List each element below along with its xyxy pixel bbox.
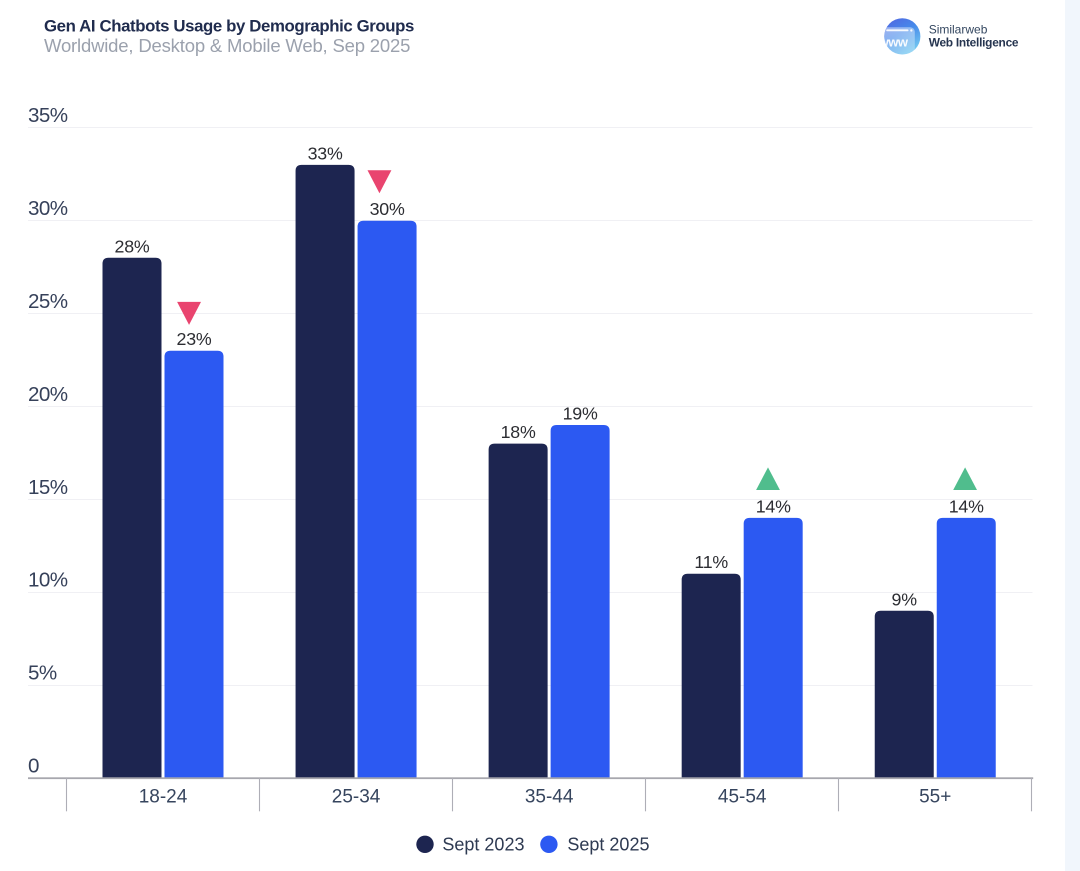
svg-text:18%: 18% xyxy=(501,422,536,442)
svg-text:Web Intelligence: Web Intelligence xyxy=(929,36,1019,50)
svg-text:25%: 25% xyxy=(28,290,68,313)
svg-text:0: 0 xyxy=(28,754,39,777)
svg-text:www: www xyxy=(878,35,909,50)
svg-text:Similarweb: Similarweb xyxy=(929,23,988,37)
svg-text:45-54: 45-54 xyxy=(718,787,767,808)
svg-text:28%: 28% xyxy=(115,236,150,256)
svg-text:Sept 2025: Sept 2025 xyxy=(567,835,649,855)
svg-text:30%: 30% xyxy=(370,199,405,219)
svg-text:14%: 14% xyxy=(949,496,984,516)
svg-text:25-34: 25-34 xyxy=(332,787,381,808)
svg-text:33%: 33% xyxy=(308,143,343,163)
svg-text:55+: 55+ xyxy=(919,787,951,808)
svg-text:35-44: 35-44 xyxy=(525,787,574,808)
svg-text:15%: 15% xyxy=(28,476,68,499)
svg-text:5%: 5% xyxy=(28,662,57,685)
svg-text:Sept 2023: Sept 2023 xyxy=(442,835,524,855)
svg-text:10%: 10% xyxy=(28,569,68,592)
svg-text:19%: 19% xyxy=(563,404,598,424)
svg-text:23%: 23% xyxy=(177,329,212,349)
svg-text:30%: 30% xyxy=(28,197,68,220)
svg-text:11%: 11% xyxy=(694,552,728,572)
svg-text:20%: 20% xyxy=(28,383,68,406)
svg-text:9%: 9% xyxy=(892,589,918,609)
svg-text:14%: 14% xyxy=(756,496,791,516)
svg-text:35%: 35% xyxy=(28,104,68,127)
svg-text:18-24: 18-24 xyxy=(139,787,188,808)
svg-text:Worldwide, Desktop & Mobile We: Worldwide, Desktop & Mobile Web, Sep 202… xyxy=(44,35,410,56)
svg-text:Gen AI Chatbots Usage by Demog: Gen AI Chatbots Usage by Demographic Gro… xyxy=(44,17,414,36)
